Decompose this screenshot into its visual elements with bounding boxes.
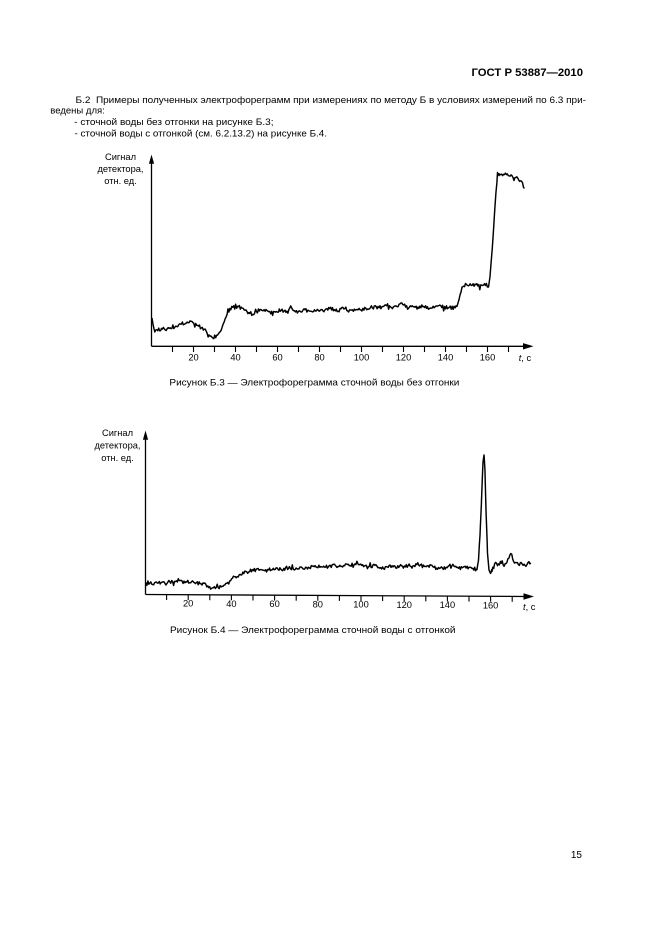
svg-text:Сигнал: Сигнал	[105, 152, 136, 162]
svg-text:детектора,: детектора,	[94, 440, 140, 450]
svg-text:- сточной воды без отгонки на: - сточной воды без отгонки на рисунке Б.…	[74, 117, 273, 127]
svg-text:160: 160	[483, 601, 499, 611]
svg-text:Рисунок Б.3 — Электрофореграмм: Рисунок Б.3 — Электрофореграмма сточной …	[169, 377, 459, 387]
svg-text:Сигнал: Сигнал	[102, 428, 133, 438]
svg-text:20: 20	[188, 352, 198, 362]
svg-text:ведены для:: ведены для:	[50, 106, 105, 116]
svg-text:40: 40	[230, 352, 240, 362]
svg-text:140: 140	[440, 600, 456, 610]
svg-text:100: 100	[354, 352, 370, 362]
svg-text:40: 40	[226, 599, 236, 609]
svg-text:60: 60	[269, 599, 279, 609]
svg-text:t, с: t, с	[523, 602, 536, 612]
svg-text:80: 80	[314, 352, 324, 362]
svg-text:120: 120	[396, 600, 412, 610]
svg-text:ГОСТ Р 53887—2010: ГОСТ Р 53887—2010	[472, 67, 583, 79]
svg-text:Б.2 Примеры полученных электр: Б.2 Примеры полученных электрофореграмм …	[76, 95, 587, 105]
svg-text:отн. ед.: отн. ед.	[104, 176, 137, 186]
svg-text:15: 15	[571, 850, 583, 861]
svg-text:120: 120	[396, 352, 412, 362]
svg-text:- сточной воды с отгонкой (см.: - сточной воды с отгонкой (см. 6.2.13.2)…	[75, 129, 328, 139]
svg-text:140: 140	[438, 352, 454, 362]
svg-text:Рисунок Б.4 — Электрофореграмм: Рисунок Б.4 — Электрофореграмма сточной …	[170, 625, 456, 635]
svg-text:t, с: t, с	[519, 353, 532, 363]
svg-text:60: 60	[272, 352, 282, 362]
svg-text:отн. ед.: отн. ед.	[101, 453, 134, 463]
svg-text:160: 160	[480, 352, 496, 362]
svg-text:100: 100	[353, 600, 369, 610]
svg-text:20: 20	[183, 599, 193, 609]
svg-text:детектора,: детектора,	[97, 164, 143, 174]
svg-text:80: 80	[313, 599, 323, 609]
